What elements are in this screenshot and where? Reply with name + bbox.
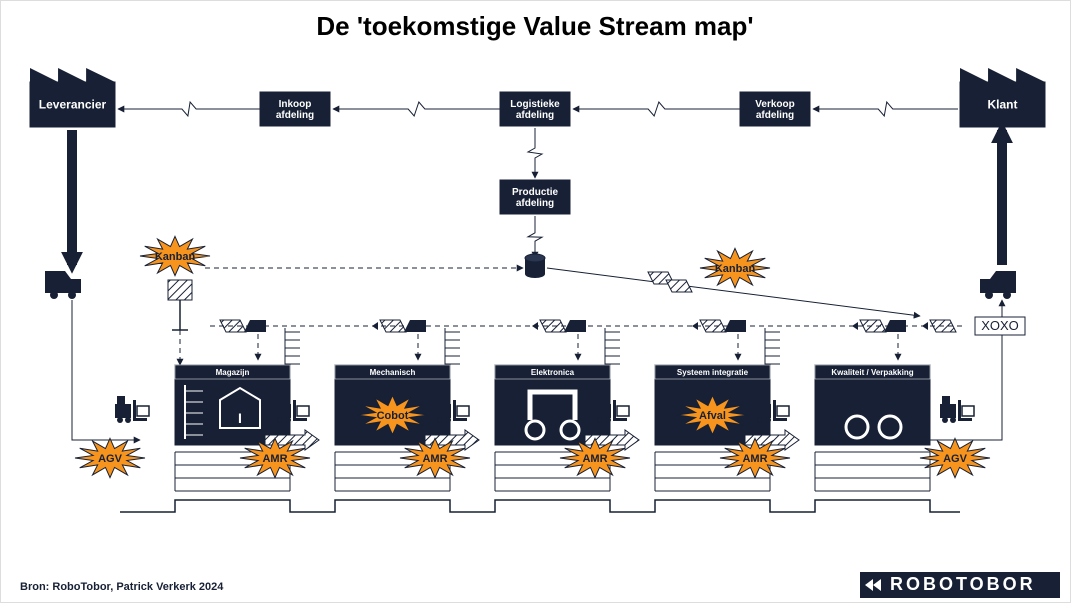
kanban-burst-1-label: Kanban [715, 263, 756, 275]
process-title: Mechanisch [370, 368, 416, 377]
factory-label: Leverancier [39, 98, 107, 112]
transport-burst-5-label: AGV [943, 453, 968, 465]
dept-label: Logistieke [510, 99, 560, 110]
process-title: Elektronica [531, 368, 575, 377]
transport-burst-2-label: AMR [422, 453, 447, 465]
transport-burst-3-label: AMR [582, 453, 607, 465]
dept-label: Verkoop [755, 99, 794, 110]
diagram-title: De 'toekomstige Value Stream map' [316, 11, 753, 41]
process-burst-1-label: Cobot [377, 410, 409, 422]
dept-label2: afdeling [516, 198, 554, 209]
forklift-icon [755, 404, 771, 418]
process-title: Kwaliteit / Verpakking [831, 368, 913, 377]
forklift-icon [595, 404, 611, 418]
dept-label2: afdeling [516, 110, 554, 121]
dept-label: Inkoop [279, 99, 312, 110]
process-burst-3-label: Afval [699, 410, 726, 422]
transport-burst-1-label: AMR [262, 453, 287, 465]
transport-burst-4-label: AMR [742, 453, 767, 465]
process-title: Magazijn [216, 368, 250, 377]
svg-text:I: I [238, 410, 242, 426]
dept-label2: afdeling [756, 110, 794, 121]
process-title: Systeem integratie [677, 368, 749, 377]
forklift-icon [940, 404, 956, 418]
brand-name: ROBOTOBOR [890, 574, 1036, 594]
dept-label2: afdeling [276, 110, 314, 121]
forklift-icon [275, 404, 291, 418]
footer-source: Bron: RoboTobor, Patrick Verkerk 2024 [20, 581, 224, 593]
kanban-burst-0-label: Kanban [155, 251, 196, 263]
transport-burst-0-label: AGV [98, 453, 123, 465]
xoxo-label: XOXO [981, 318, 1019, 333]
forklift-icon [435, 404, 451, 418]
kanban-post-icon [168, 280, 192, 300]
dept-label: Productie [512, 187, 559, 198]
factory-label: Klant [988, 98, 1018, 112]
forklift-icon [115, 404, 131, 418]
